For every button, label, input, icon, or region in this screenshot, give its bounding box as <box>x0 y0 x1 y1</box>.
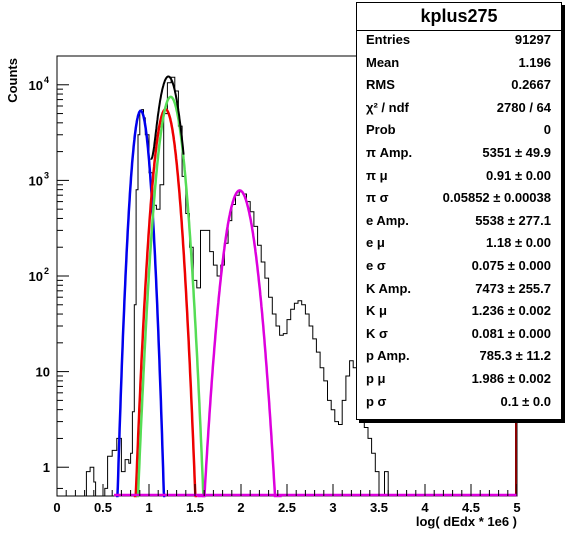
fit-curve-pi <box>116 109 166 498</box>
y-tick-exponent: 3 <box>44 170 49 180</box>
x-tick-label: 1 <box>145 500 152 515</box>
stats-value: 7473 ± 255.7 <box>475 280 551 296</box>
stats-value: 0.91 ± 0.00 <box>486 167 551 183</box>
stats-label: Prob <box>366 122 396 138</box>
y-axis-label: Counts <box>5 58 20 103</box>
x-tick-label: 2.5 <box>278 500 296 515</box>
y-tick-label: 10 <box>29 173 43 188</box>
stats-row: K μ 1.236 ± 0.002 <box>357 301 561 323</box>
stats-value: 785.3 ± 11.2 <box>479 348 551 364</box>
stats-value: 0 <box>543 122 551 138</box>
stats-value: 5538 ± 277.1 <box>475 212 551 228</box>
y-tick-exponent: 2 <box>44 266 49 276</box>
stats-row: K σ 0.081 ± 0.000 <box>357 324 561 346</box>
stats-row: π Amp. 5351 ± 49.9 <box>357 143 561 165</box>
stats-label: RMS <box>366 77 395 93</box>
fit-curve-p <box>197 189 282 498</box>
stats-label: e Amp. <box>366 212 409 228</box>
stats-label: π Amp. <box>366 145 413 160</box>
x-tick-label: 2 <box>237 500 244 515</box>
stats-label: K μ <box>366 303 387 319</box>
stats-label: χ² / ndf <box>366 99 409 115</box>
stats-row: e σ 0.075 ± 0.000 <box>357 256 561 278</box>
stats-row: e μ 1.18 ± 0.00 <box>357 233 561 255</box>
y-tick-exponent: 4 <box>44 75 49 85</box>
stats-label: p Amp. <box>366 348 410 364</box>
x-tick-label: 1.5 <box>186 500 204 515</box>
stats-row: χ² / ndf 2780 / 64 <box>357 98 561 120</box>
stats-label: π μ <box>366 167 388 183</box>
stats-label: e μ <box>366 235 385 251</box>
y-tick-label: 10 <box>29 269 43 284</box>
stats-value: 2780 / 64 <box>496 99 551 115</box>
stats-row: p Amp. 785.3 ± 11.2 <box>357 346 561 368</box>
stats-row: Mean 1.196 <box>357 53 561 75</box>
y-tick-label: 10 <box>36 365 50 380</box>
stats-value: 0.05852 ± 0.00038 <box>442 190 551 206</box>
stats-row: e Amp. 5538 ± 277.1 <box>357 211 561 233</box>
x-tick-label: 4 <box>421 500 429 515</box>
x-tick-label: 4.5 <box>462 500 480 515</box>
stats-box: kplus275 Entries 91297 Mean 1.196 RMS 0.2667 χ… <box>356 2 562 420</box>
stats-row: π σ 0.05852 ± 0.00038 <box>357 188 561 210</box>
y-tick-label: 10 <box>29 78 43 93</box>
fit-curves-layer <box>114 75 517 498</box>
stats-value: 1.18 ± 0.00 <box>486 235 551 251</box>
stats-label: π σ <box>366 190 389 206</box>
x-axis-label: log( dEdx * 1e6 ) <box>416 514 517 529</box>
stats-value: 1.236 ± 0.002 <box>471 303 551 319</box>
histogram-layer <box>84 76 517 497</box>
x-tick-label: 3.5 <box>370 500 388 515</box>
x-tick-label: 0 <box>53 500 60 515</box>
stats-title: kplus275 <box>357 3 561 31</box>
stats-label: p σ <box>366 393 387 409</box>
stats-label: Entries <box>366 32 411 47</box>
stats-value: 5351 ± 49.9 <box>482 145 551 160</box>
stats-row: Entries 91297 <box>357 30 561 52</box>
stats-value: 1.196 <box>518 54 551 70</box>
stats-label: p μ <box>366 371 386 386</box>
stats-value: 0.2667 <box>511 77 551 93</box>
stats-label: Mean <box>366 54 400 70</box>
fit-curve-e <box>133 107 198 498</box>
x-tick-label: 0.5 <box>94 500 112 515</box>
stats-value: 0.081 ± 0.000 <box>471 325 551 341</box>
stats-row: K Amp. 7473 ± 255.7 <box>357 279 561 301</box>
stats-value: 91297 <box>514 32 551 47</box>
fit-total-peak <box>150 75 185 160</box>
stats-value: 0.1 ± 0.0 <box>500 393 551 409</box>
stats-row: RMS 0.2667 <box>357 75 561 97</box>
stats-row: π μ 0.91 ± 0.00 <box>357 166 561 188</box>
y-tick-label: 1 <box>43 460 50 475</box>
stats-label: K Amp. <box>366 280 412 296</box>
stats-row: p σ 0.1 ± 0.0 <box>357 392 561 414</box>
stats-value: 1.986 ± 0.002 <box>471 371 551 386</box>
stats-value: 0.075 ± 0.000 <box>471 258 551 273</box>
x-axis: 0 0.5 1 1.5 2 2.5 3 3.5 4 4.5 5 <box>53 484 521 515</box>
fit-curve-K <box>136 95 205 498</box>
x-tick-label: 3 <box>329 500 336 515</box>
x-tick-label: 5 <box>513 500 520 515</box>
stats-label: K σ <box>366 325 388 341</box>
stats-row: Prob 0 <box>357 120 561 142</box>
histogram-line <box>84 76 517 497</box>
stats-row: p μ 1.986 ± 0.002 <box>357 369 561 391</box>
stats-label: e σ <box>366 258 386 273</box>
